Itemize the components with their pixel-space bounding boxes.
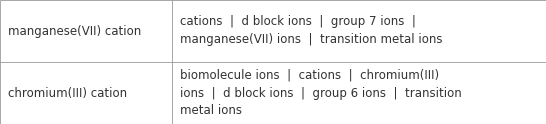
Text: biomolecule ions  |  cations  |  chromium(III)
ions  |  d block ions  |  group 6: biomolecule ions | cations | chromium(II… [180, 68, 462, 118]
Text: manganese(VII) cation: manganese(VII) cation [8, 25, 141, 37]
Text: cations  |  d block ions  |  group 7 ions  |
manganese(VII) ions  |  transition : cations | d block ions | group 7 ions | … [180, 16, 443, 46]
Text: chromium(III) cation: chromium(III) cation [8, 87, 127, 99]
